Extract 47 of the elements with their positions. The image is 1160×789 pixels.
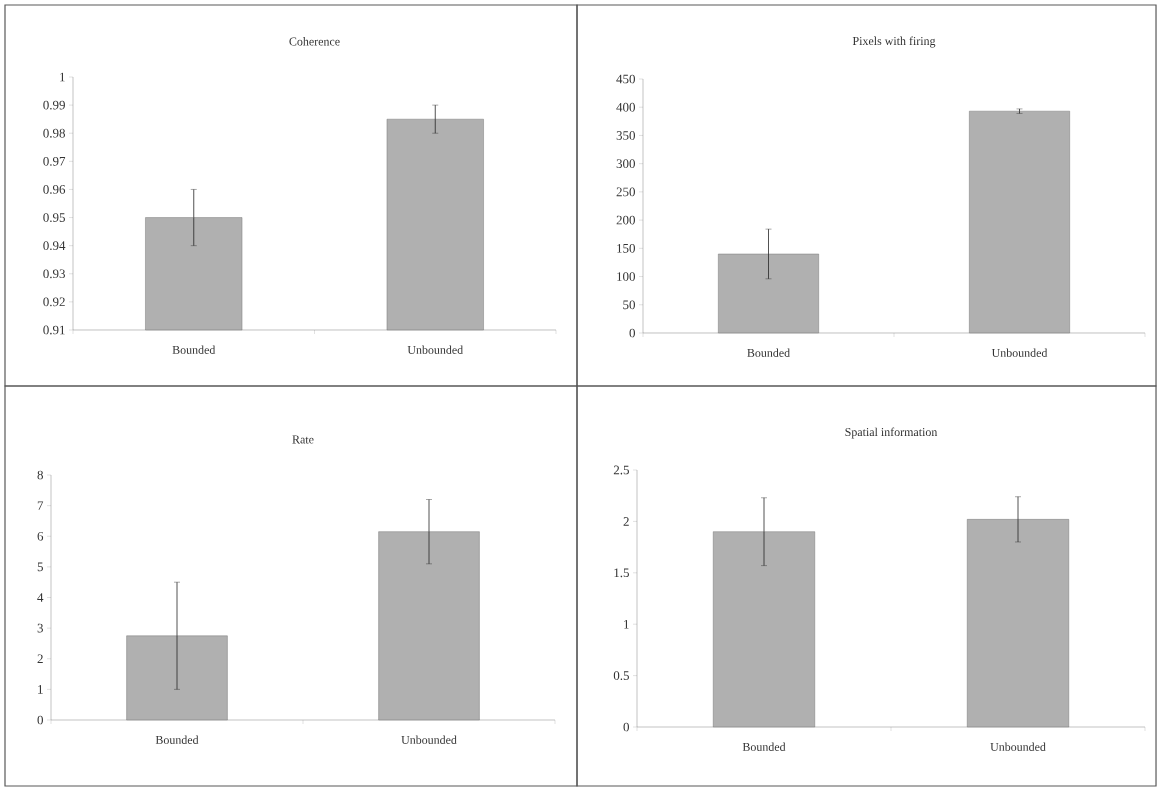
y-tick-label: 6: [37, 531, 44, 541]
y-tick-label: 0.96: [43, 185, 66, 194]
y-tick-label: 8: [37, 470, 43, 480]
x-tick-label: Bounded: [172, 345, 216, 354]
y-tick-label: 0.92: [43, 297, 65, 307]
x-tick-label: Unbounded: [991, 348, 1048, 357]
x-tick-label: Unbounded: [407, 345, 463, 354]
x-tick-label: Bounded: [747, 348, 790, 357]
y-tick-label: 0.97: [43, 156, 66, 166]
y-tick-label: 1: [624, 619, 629, 629]
chart-title: Coherence: [289, 37, 340, 46]
chart-title: Spatial information: [845, 427, 938, 439]
y-tick-label: 2: [37, 654, 43, 664]
y-tick-label: 2.5: [613, 465, 629, 475]
y-tick-label: 3: [37, 623, 43, 633]
y-tick-label: 50: [623, 300, 635, 310]
y-tick-label: 350: [616, 131, 635, 140]
y-tick-label: 0.91: [43, 325, 65, 335]
x-tick-label: Bounded: [155, 735, 199, 744]
y-tick-label: 0.95: [43, 213, 65, 222]
x-tick-label: Unbounded: [990, 742, 1046, 751]
y-tick-label: 0: [37, 715, 43, 725]
y-tick-label: 0: [623, 722, 629, 732]
chart-title: Rate: [292, 435, 314, 444]
y-tick-label: 400: [616, 102, 635, 112]
y-tick-label: 0.93: [43, 269, 65, 279]
y-tick-label: 2: [623, 517, 629, 526]
y-tick-label: 0.5: [613, 671, 629, 680]
x-tick-label: Unbounded: [401, 735, 457, 744]
y-tick-label: 0.94: [43, 241, 66, 251]
y-tick-label: 1: [60, 72, 65, 82]
y-tick-label: 300: [616, 159, 635, 169]
y-tick-label: 5: [37, 562, 43, 572]
y-tick-label: 1: [38, 685, 43, 694]
y-tick-label: 150: [617, 243, 635, 253]
y-tick-label: 0: [629, 328, 635, 338]
y-tick-label: 100: [617, 272, 635, 281]
y-tick-label: 450: [616, 74, 635, 84]
y-tick-label: 250: [616, 187, 635, 197]
y-tick-label: 0.99: [43, 100, 65, 110]
y-tick-label: 7: [37, 501, 44, 510]
x-tick-label: Bounded: [742, 742, 786, 751]
y-tick-label: 0.98: [43, 128, 65, 138]
y-tick-label: 1.5: [614, 568, 629, 578]
chart-title: Pixels with firing: [852, 36, 936, 48]
y-tick-label: 4: [37, 593, 44, 602]
y-tick-label: 200: [616, 215, 635, 225]
